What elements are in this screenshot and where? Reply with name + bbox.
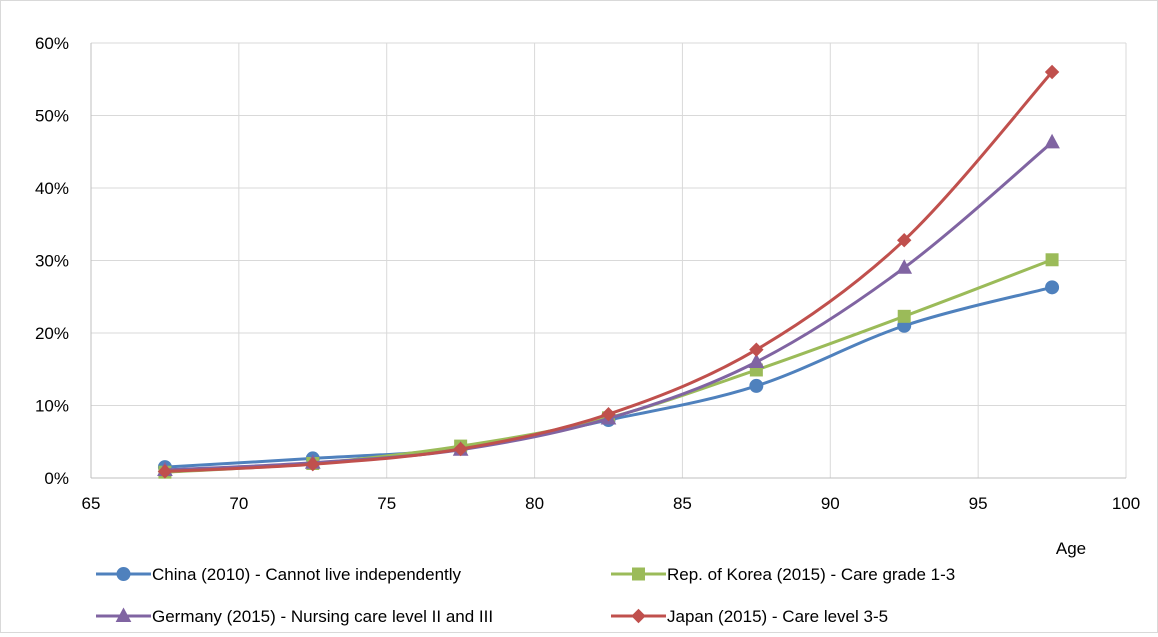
y-tick-label: 0% [44,469,69,488]
legend-item: Japan (2015) - Care level 3-5 [611,607,888,626]
legend-item: Germany (2015) - Nursing care level II a… [96,607,493,626]
y-tick-label: 50% [35,107,69,126]
series-lines [157,64,1060,479]
legend-item: China (2010) - Cannot live independently [96,565,462,584]
series-2 [158,253,1059,479]
legend-label: Japan (2015) - Care level 3-5 [667,607,888,626]
legend-marker-diamond [631,608,646,624]
legend-item: Rep. of Korea (2015) - Care grade 1-3 [611,565,955,584]
x-tick-label: 80 [525,494,544,513]
data-point-diamond [305,457,320,472]
x-tick-label: 95 [969,494,988,513]
data-point-square [1045,253,1059,267]
series-line [164,258,1053,474]
x-tick-label: 100 [1112,494,1140,513]
y-tick-label: 60% [35,34,69,53]
x-tick-label: 85 [673,494,692,513]
data-point-diamond [601,406,616,422]
series-line [164,285,1053,469]
legend-marker-square [632,567,645,581]
series-4 [157,64,1060,479]
y-tick-label: 30% [35,252,69,271]
legend-marker-triangle [115,607,132,622]
x-tick-label: 75 [377,494,396,513]
x-tick-label: 65 [82,494,101,513]
data-point-diamond [897,232,912,248]
legend: China (2010) - Cannot live independently… [96,565,955,626]
data-point-triangle [1044,133,1060,149]
legend-label: China (2010) - Cannot live independently [152,565,462,584]
data-point-triangle [748,353,765,368]
gridlines [91,42,1127,478]
x-tick-label: 70 [229,494,248,513]
y-tick-label: 20% [35,324,69,343]
data-point-diamond [453,441,468,457]
data-point-circle [749,378,764,393]
x-axis-title: Age [1056,539,1086,558]
data-point-diamond [157,464,173,479]
y-tick-label: 40% [35,179,69,198]
data-point-square [897,309,911,323]
data-point-diamond [1044,64,1060,80]
x-tick-label: 90 [821,494,840,513]
legend-label: Germany (2015) - Nursing care level II a… [152,607,493,626]
y-tick-label: 10% [35,397,69,416]
axes: 0% 10% 20% 30% 40% 50% 60% 65 70 75 80 85 90 95 100 [35,34,1140,513]
legend-label: Rep. of Korea (2015) - Care grade 1-3 [667,565,955,584]
data-point-triangle [896,259,913,274]
legend-marker-circle [116,567,131,581]
data-point-circle [1045,280,1060,295]
data-point-diamond [749,342,764,357]
series-3 [157,133,1060,477]
